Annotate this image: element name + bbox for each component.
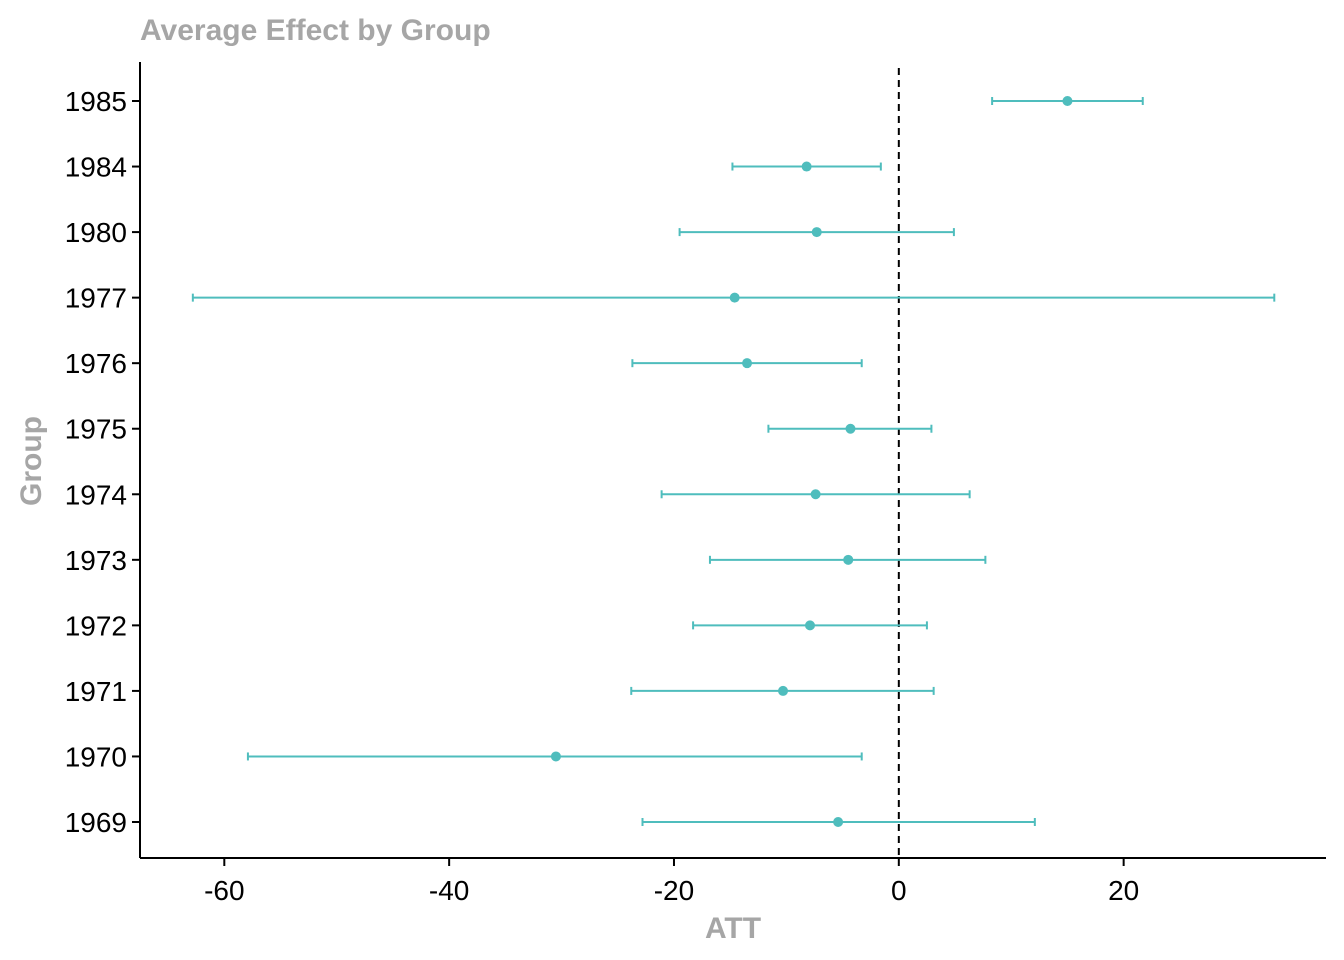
y-tick-label: 1970 xyxy=(65,741,127,772)
y-tick-label: 1985 xyxy=(65,86,127,117)
y-tick-label: 1969 xyxy=(65,807,127,838)
point-marker-1970 xyxy=(550,751,561,762)
plot-area xyxy=(191,68,1276,858)
y-tick-label: 1972 xyxy=(65,610,127,641)
y-axis: 1985 1984 1980 1977 1976 1975 1974 1973 1972 1971… xyxy=(65,86,140,838)
y-tick-label: 1977 xyxy=(65,283,127,314)
y-tick-label: 1976 xyxy=(65,348,127,379)
point-marker-1969 xyxy=(833,817,844,827)
point-marker-1985 xyxy=(1062,96,1073,106)
data-point-1970 xyxy=(246,751,863,762)
chart-title: Average Effect by Group xyxy=(140,14,491,47)
data-point-1985 xyxy=(991,96,1144,106)
y-tick-label: 1971 xyxy=(65,676,127,707)
x-tick-label: -60 xyxy=(204,875,244,906)
x-axis-title: ATT xyxy=(705,912,761,945)
data-point-1974 xyxy=(660,489,971,500)
data-point-1973 xyxy=(708,554,987,565)
point-marker-1973 xyxy=(843,554,854,565)
data-point-1976 xyxy=(631,358,863,369)
point-marker-1980 xyxy=(811,227,822,238)
point-marker-1984 xyxy=(801,161,812,172)
x-tick-label: 20 xyxy=(1108,875,1139,906)
data-point-1975 xyxy=(767,423,933,434)
data-point-1977 xyxy=(191,292,1276,303)
y-tick-label: 1980 xyxy=(65,217,127,248)
x-tick-label: 0 xyxy=(891,875,907,906)
y-tick-label: 1974 xyxy=(65,479,127,510)
data-point-1969 xyxy=(641,817,1036,827)
point-marker-1971 xyxy=(778,685,789,696)
x-tick-label: -20 xyxy=(654,875,694,906)
x-axis: -60 -40 -20 0 20 xyxy=(204,858,1139,906)
data-point-1980 xyxy=(678,227,955,238)
y-tick-label: 1984 xyxy=(65,152,127,183)
y-axis-title: Group xyxy=(15,416,48,506)
y-tick-label: 1975 xyxy=(65,414,127,445)
point-marker-1977 xyxy=(729,292,740,303)
x-tick-label: -40 xyxy=(429,875,469,906)
point-marker-1972 xyxy=(805,620,816,631)
point-marker-1975 xyxy=(845,423,856,434)
y-tick-label: 1973 xyxy=(65,545,127,576)
point-marker-1976 xyxy=(742,358,753,369)
data-point-1984 xyxy=(731,161,882,172)
data-point-1971 xyxy=(630,685,935,696)
data-point-1972 xyxy=(692,620,928,631)
point-marker-1974 xyxy=(810,489,821,500)
